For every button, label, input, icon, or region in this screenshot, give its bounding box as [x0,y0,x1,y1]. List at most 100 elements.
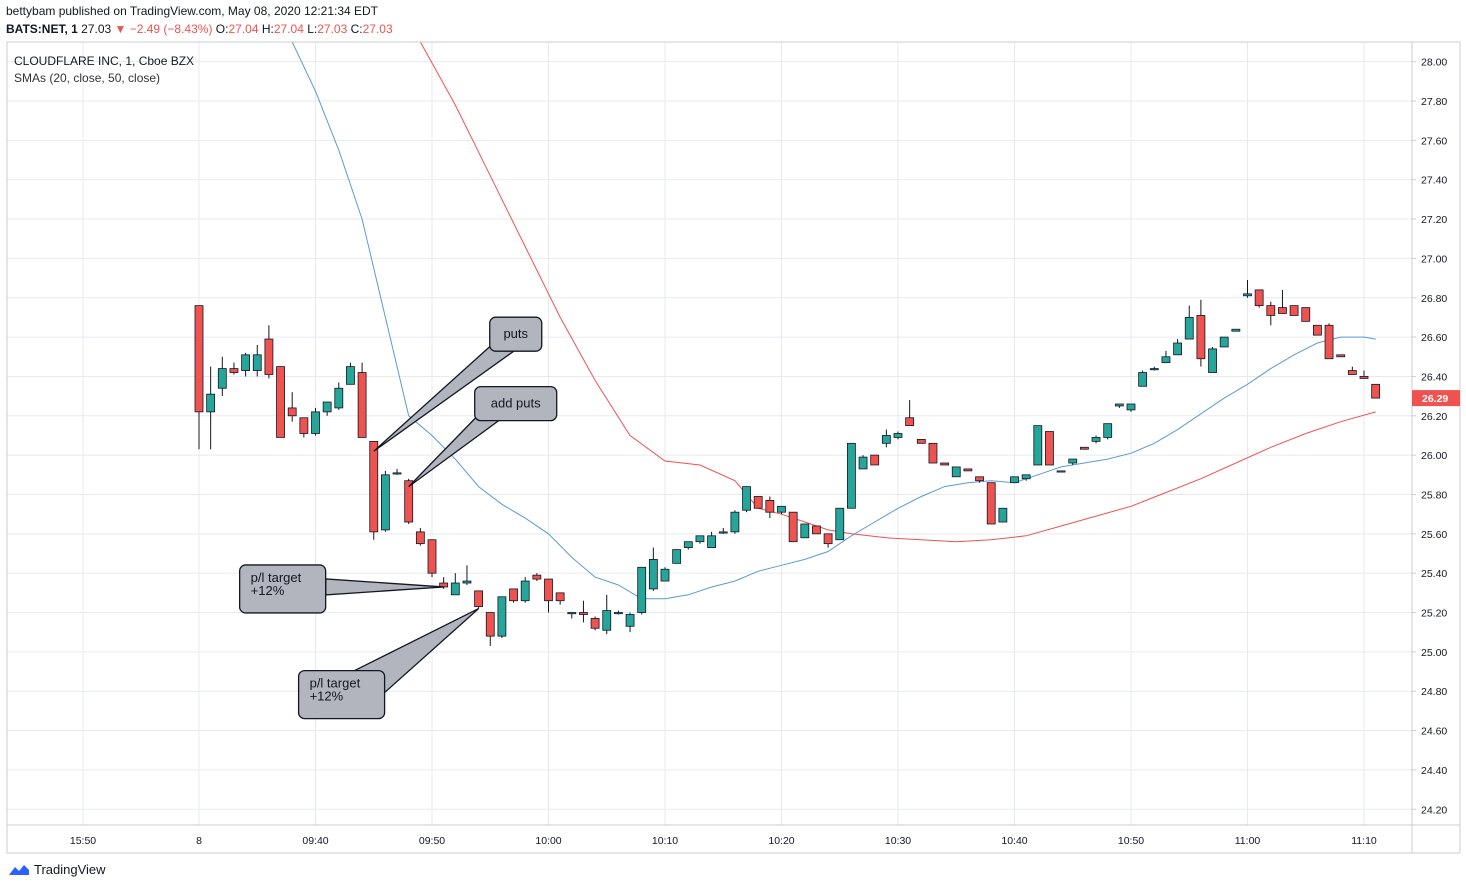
candle-body [427,539,437,574]
callout: puts [373,316,543,452]
callout: add puts [408,385,558,488]
y-tick-label: 27.00 [1421,253,1447,265]
candle-body [1184,317,1194,340]
candle-up [614,610,623,615]
callout-box [489,316,543,352]
candle-body [404,480,414,523]
candle-down [579,600,588,623]
candle-body [1196,315,1206,360]
candle-up [311,407,320,436]
candle-body [520,580,530,602]
username[interactable]: bettybam [6,4,56,18]
candle-body [777,505,786,513]
candle-body [893,433,903,438]
candle-body [940,462,949,466]
y-tick-label: 26.00 [1421,450,1447,462]
candle-body [835,507,845,541]
candle-up [602,594,612,635]
candle-up [1219,336,1229,348]
last-price-label: 26.29 [1422,393,1448,405]
candle-up [730,510,740,534]
indicator-legend[interactable]: SMAs (20, close, 50, close) [14,71,161,85]
candle-body [334,387,344,409]
candle-up [322,401,332,416]
candle-body [555,592,565,602]
callout-box [297,669,386,720]
candle-body [1371,383,1381,399]
candle-body [1010,476,1019,484]
candle-down [590,616,600,631]
x-tick-label: 10:10 [652,835,678,847]
candle-body [1231,328,1241,332]
candle-body [1324,324,1334,360]
candle-up [742,486,751,513]
candle-down [264,325,274,379]
y-tick-label: 27.80 [1421,96,1447,108]
candle-body [369,440,379,533]
x-tick-label: 11:00 [1235,835,1261,847]
low-value: 27.03 [317,22,348,36]
candle-up [1010,476,1019,484]
candle-up [1103,423,1113,440]
candle-body [322,401,332,413]
candle-body [497,596,507,637]
candle-up [951,466,961,478]
candle-body [975,476,984,482]
candle-up [1056,470,1066,473]
callout-pointer [324,578,444,596]
candle-body [963,468,973,472]
candle-up [1208,346,1217,373]
candle-body [346,366,355,385]
callout-pointer [408,411,500,488]
candle-up [858,455,868,470]
candle-up [206,366,216,450]
candle-body [718,531,728,534]
candles [194,280,1381,646]
candle-up [718,527,728,534]
candle-body [998,507,1008,523]
candle-body [1301,307,1311,322]
candle-up [672,549,682,564]
last-price: 27.03 [81,22,112,36]
candle-body [311,411,320,434]
sma20-line [291,42,1376,600]
candle-body [707,535,716,549]
candle-body [870,454,880,466]
candle-up [1114,403,1124,408]
candle-body [905,417,915,427]
candle-body [660,568,670,582]
candle-body [1359,376,1369,379]
candle-body [683,541,693,549]
y-tick-label: 26.80 [1421,293,1447,305]
candle-up [1033,425,1043,466]
y-tick-label: 25.80 [1421,489,1447,501]
candle-down [544,578,553,613]
candle-body [590,618,600,629]
candle-body [1336,354,1346,358]
y-tick-label: 27.20 [1421,214,1447,226]
callout-text: add puts [491,396,541,411]
candle-body [287,407,297,417]
candle-down [1045,431,1054,466]
candle-down [1196,299,1206,367]
candle-up [1068,458,1078,465]
candle-up [893,431,903,440]
x-tick-label: 8 [196,835,202,847]
low-key: L: [307,22,318,36]
candle-up [625,612,635,633]
candle-down [823,533,833,548]
quote-line: BATS:NET, 1 27.03 ▼ −2.49 (−8.43%) O:27.… [6,22,393,36]
candle-down [1278,289,1287,314]
callout-text: p/l target [310,676,361,691]
candle-down [299,417,309,438]
candle-down [986,482,996,525]
candle-up [648,547,658,591]
candle-body [567,612,577,615]
candle-body [1114,403,1124,407]
callout-text: puts [503,326,528,341]
candle-up [1161,350,1171,364]
footer-brand[interactable]: TradingView [8,862,106,877]
candle-up [881,429,891,448]
candle-body [1313,324,1322,336]
